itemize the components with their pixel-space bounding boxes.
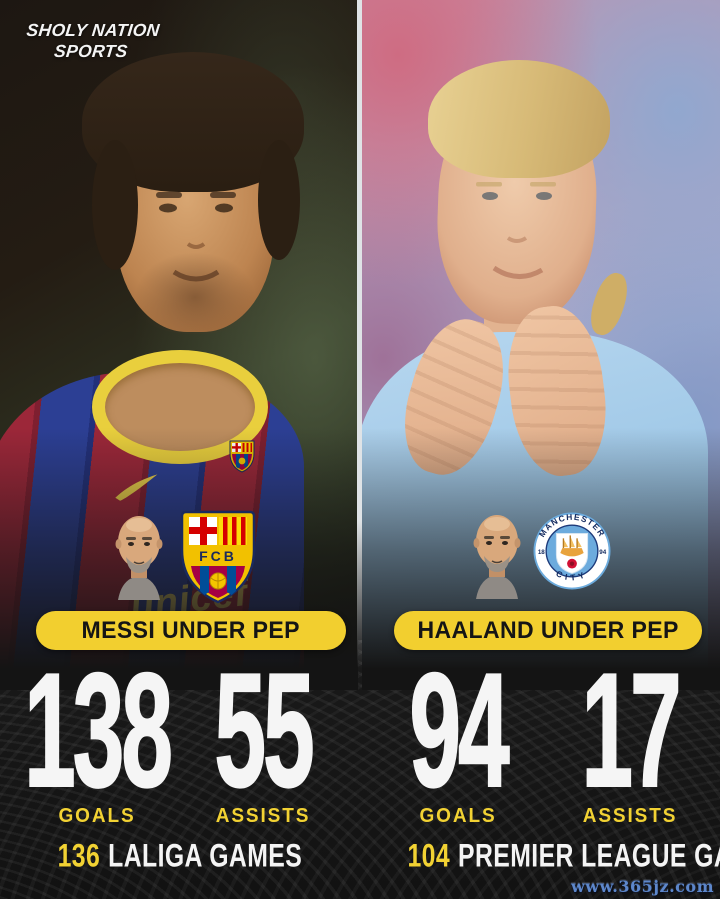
stat-column-haaland-assists: 17 ASSISTS bbox=[510, 639, 720, 828]
games-text: LALIGA GAMES bbox=[108, 836, 303, 875]
city-crest-year-right: 94 bbox=[599, 549, 606, 556]
fcb-monogram: FCB bbox=[199, 548, 237, 564]
stat-label: GOALS bbox=[419, 805, 497, 827]
stat-label: ASSISTS bbox=[215, 805, 311, 827]
messi-title-pill: MESSI UNDER PEP bbox=[36, 611, 346, 650]
stat-label: GOALS bbox=[58, 805, 136, 827]
city-crest-year-left: 18 bbox=[538, 549, 545, 556]
messi-photo: unicef bbox=[0, 0, 358, 690]
pep-guardiola-face bbox=[115, 516, 163, 600]
stat-value: 138 bbox=[23, 639, 173, 821]
pep-guardiola-face bbox=[473, 515, 521, 599]
stat-value: 17 bbox=[581, 639, 683, 821]
fc-barcelona-crest: FCB bbox=[180, 510, 256, 604]
messi-title-text: MESSI UNDER PEP bbox=[81, 616, 301, 644]
panel-divider bbox=[357, 0, 362, 668]
haaland-title-text: HAALAND UNDER PEP bbox=[417, 616, 679, 644]
stat-value: 94 bbox=[409, 639, 511, 821]
photo-fade bbox=[0, 0, 358, 690]
watermark: www.365jz.com bbox=[571, 877, 714, 896]
brand-logo-line2: SPORTS bbox=[53, 41, 129, 61]
games-number: 104 bbox=[407, 836, 451, 875]
games-line-messi: 136 LALIGA GAMES bbox=[0, 836, 360, 875]
stat-column-messi-assists: 55 ASSISTS bbox=[143, 639, 383, 828]
stat-label: ASSISTS bbox=[582, 805, 678, 827]
svg-text:CITY: CITY bbox=[555, 568, 590, 582]
stat-value: 55 bbox=[214, 639, 316, 821]
games-number: 136 bbox=[57, 836, 101, 875]
stat-column-messi-goals: 138 GOALS bbox=[0, 639, 217, 828]
stat-column-haaland-goals: 94 GOALS bbox=[338, 639, 578, 828]
photo-fade bbox=[362, 0, 720, 690]
city-crest-ship bbox=[560, 535, 584, 557]
games-text: PREMIER LEAGUE GAMES bbox=[458, 836, 720, 875]
manchester-city-crest: MANCHESTER CITY 18 94 bbox=[533, 512, 611, 590]
haaland-title-pill: HAALAND UNDER PEP bbox=[394, 611, 702, 650]
city-crest-bottom-text: CITY bbox=[555, 568, 586, 582]
brand-logo: SHOLY NATION SPORTS bbox=[22, 20, 162, 62]
brand-logo-line1: SHOLY NATION bbox=[25, 20, 161, 40]
